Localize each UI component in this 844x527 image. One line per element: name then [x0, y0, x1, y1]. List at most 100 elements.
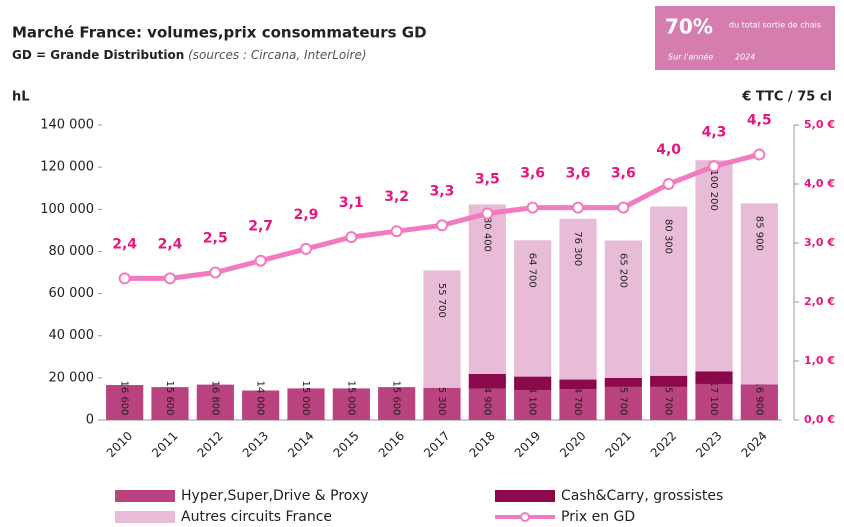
- bar: [604, 377, 642, 387]
- chart-title: Marché France: volumes,prix consommateur…: [12, 24, 427, 42]
- bar: [468, 204, 506, 374]
- price-label: 2,4: [112, 236, 137, 252]
- bar: [650, 386, 688, 420]
- y-tick-label: 120 000: [40, 160, 94, 175]
- x-tick-label: 2019: [512, 429, 543, 460]
- data-label: 15 000: [300, 381, 311, 416]
- subtitle: GD = Grande Distribution: [12, 48, 184, 62]
- price-marker: [254, 254, 267, 267]
- price-label: 3,6: [566, 166, 591, 182]
- y-tick-label: 80 000: [49, 244, 95, 259]
- x-tick-label: 2012: [194, 429, 225, 460]
- data-label: 14 000: [255, 381, 266, 416]
- legend-marker: [520, 512, 530, 522]
- bar: [514, 240, 552, 377]
- data-label: 15 000: [345, 381, 356, 416]
- bar: [740, 384, 778, 420]
- legend-label: Autres circuits France: [181, 509, 332, 525]
- x-tick-label: 2021: [602, 429, 633, 460]
- price-label: 3,6: [611, 166, 636, 182]
- bar: [468, 373, 506, 389]
- x-tick-label: 2011: [149, 429, 180, 460]
- bar: [468, 388, 506, 420]
- bar: [378, 387, 416, 420]
- price-label: 3,1: [339, 195, 364, 211]
- bar: [106, 385, 144, 420]
- price-label: 4,3: [702, 124, 727, 140]
- bar: [514, 376, 552, 391]
- price-marker: [617, 201, 630, 214]
- badge-value: 70%: [665, 15, 713, 39]
- bar: [695, 383, 733, 420]
- legend-label: Cash&Carry, grossistes: [561, 488, 723, 504]
- badge: [655, 6, 835, 70]
- legend-label: Hyper,Super,Drive & Proxy: [181, 488, 368, 504]
- data-label: 80 300: [663, 219, 674, 254]
- x-tick-label: 2010: [104, 429, 135, 460]
- chart-subtitle: GD = Grande Distribution (sources : Circ…: [12, 48, 367, 62]
- y-axis-label: hL: [12, 90, 30, 105]
- badge-period: Sur l'année: [668, 52, 713, 62]
- price-marker: [164, 272, 176, 285]
- y-tick-label: 20 000: [49, 370, 95, 385]
- x-tick-label: 2024: [738, 429, 769, 460]
- x-tick-label: 2022: [648, 429, 679, 460]
- y-tick-label: 60 000: [49, 286, 95, 301]
- data-label: 15 300: [436, 381, 447, 416]
- x-tick-label: 2014: [285, 429, 316, 460]
- data-label: 76 300: [572, 231, 583, 266]
- bar: [242, 390, 280, 420]
- y-tick-label: 40 000: [49, 328, 95, 343]
- bar: [559, 389, 597, 420]
- data-label: 55 700: [436, 283, 447, 318]
- data-label: 100 200: [708, 170, 719, 211]
- data-label: 15 700: [663, 381, 674, 416]
- price-marker: [572, 201, 584, 214]
- bar: [695, 160, 733, 372]
- bar: [604, 240, 642, 378]
- price-marker: [662, 178, 675, 190]
- y2-tick-label: 0,0 €: [804, 413, 835, 426]
- price-label: 2,9: [294, 207, 319, 223]
- bar: [604, 386, 642, 420]
- legend-swatch: [115, 511, 175, 523]
- bar: [559, 379, 597, 390]
- y-tick-label: 100 000: [40, 202, 94, 217]
- badge-text: du total sortie de chais: [729, 21, 821, 30]
- y-tick-label: 0: [86, 413, 94, 428]
- price-label: 3,6: [520, 166, 545, 182]
- price-marker: [481, 207, 494, 220]
- x-tick-label: 2017: [421, 429, 452, 460]
- bar: [423, 270, 461, 388]
- data-label: 64 700: [527, 253, 538, 288]
- legend-swatch: [115, 490, 175, 502]
- y2-axis-label: € TTC / 75 cl: [741, 90, 832, 105]
- price-marker: [390, 225, 403, 238]
- y2-tick-label: 1,0 €: [804, 354, 835, 367]
- data-label: 15 600: [391, 381, 402, 416]
- bar: [151, 387, 189, 420]
- data-label: 80 400: [481, 217, 492, 252]
- bar: [740, 203, 778, 385]
- bar: [650, 375, 688, 387]
- data-label: 17 100: [708, 381, 719, 416]
- y2-tick-label: 5,0 €: [804, 118, 835, 131]
- price-marker: [300, 242, 312, 255]
- price-label: 4,0: [656, 142, 681, 158]
- y2-tick-label: 3,0 €: [804, 236, 835, 249]
- data-label: 16 800: [209, 381, 220, 416]
- y2-tick-label: 2,0 €: [804, 295, 835, 308]
- price-label: 2,5: [203, 231, 228, 247]
- price-marker: [753, 148, 766, 161]
- bar: [423, 387, 461, 420]
- price-label: 2,7: [248, 219, 273, 235]
- price-marker: [436, 219, 448, 232]
- legend-swatch: [495, 490, 555, 502]
- price-label: 3,2: [384, 189, 409, 205]
- data-label: 15 600: [164, 381, 175, 416]
- y2-tick-label: 4,0 €: [804, 177, 835, 190]
- bar: [514, 390, 552, 420]
- x-tick-label: 2018: [466, 429, 497, 460]
- data-label: 14 700: [572, 381, 583, 416]
- y-tick-label: 140 000: [40, 118, 94, 133]
